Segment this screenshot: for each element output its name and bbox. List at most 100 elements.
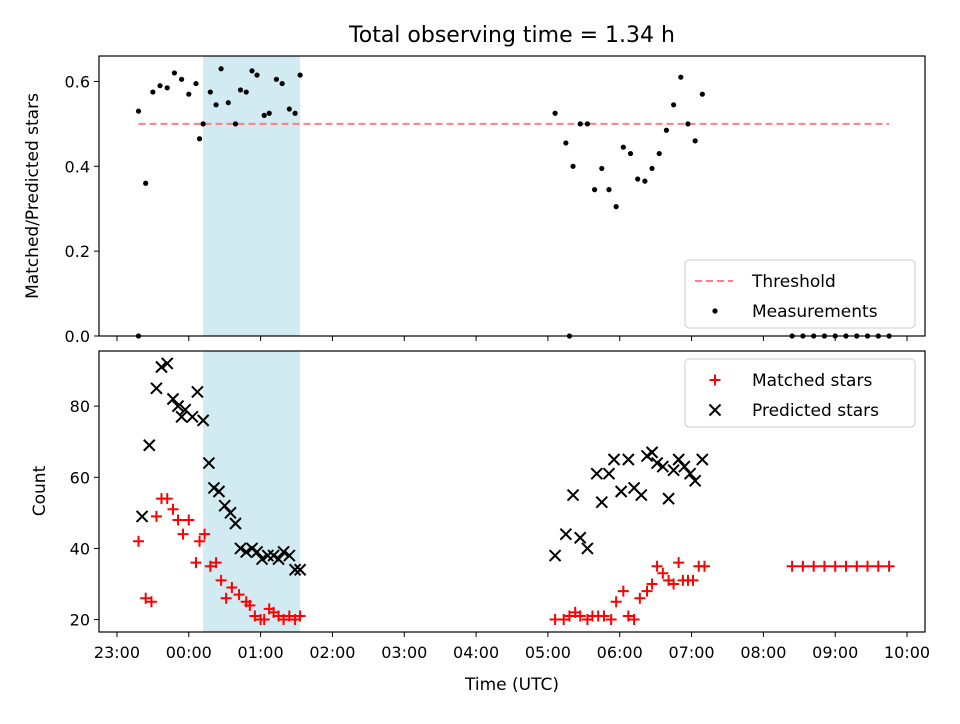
top-series0-point [671,102,677,108]
bottom-series1-point [688,474,702,488]
bottom-series0-point [145,596,157,608]
top-series0-point [570,163,576,169]
bottom-series1-point [175,410,188,424]
top-series0-point [218,66,224,72]
top-series0-point [266,110,272,116]
bottom-series0-point [283,610,295,622]
top-series0-point [157,83,163,89]
top-series0-point [150,89,156,95]
top-series0-point [273,76,280,82]
top-series0-point [196,136,203,142]
bottom-series1-point [667,463,680,477]
bottom-series1-point [622,453,635,466]
top-series0-point [649,165,655,172]
top-series0-point [237,87,244,93]
bottom-series0-point [194,535,206,547]
top-series0-point [642,178,648,184]
bottom-series1-point [602,467,616,480]
bottom-legend-marker [709,374,721,386]
bottom-series1-point [255,552,269,566]
top-series0-point [563,140,569,146]
bottom-series0-point [294,610,306,622]
bottom-series1-point [635,488,648,502]
bottom-series1-point [548,549,562,562]
bottom-series1-point [650,456,664,470]
x-axis-label: Time (UTC) [464,675,559,695]
bottom-series1-point [202,456,216,470]
bottom-x-tick-label: 23:00 [94,643,140,662]
bottom-series1-point [135,510,149,523]
bottom-series0-point [215,574,227,586]
bottom-series0-point [605,614,617,626]
bottom-x-tick-label: 00:00 [166,643,212,662]
top-series0-point [213,102,219,108]
bottom-series0-point [220,592,232,604]
bottom-x-tick-label: 06:00 [597,643,643,662]
top-series0-point [606,187,612,193]
bottom-series1-point [566,488,580,502]
bottom-series0-point [183,514,195,526]
top-series0-point [186,91,192,97]
top-series0-point [685,121,691,127]
bottom-series1-point [155,360,168,374]
bottom-series0-point [808,560,820,572]
bottom-series0-point [668,578,680,590]
bottom-x-tick-label: 03:00 [381,643,427,662]
bottom-series1-point [143,439,156,452]
bottom-series1-point [171,399,185,413]
top-series0-point [627,150,634,157]
bottom-legend-label: Matched stars [752,371,872,391]
bottom-series1-point [272,552,285,566]
bottom-series1-point [574,531,587,544]
top-series0-point [143,180,149,186]
top-series0-point [225,100,231,106]
bottom-series0-point [829,560,841,572]
top-y-tick-label: 0.0 [65,327,90,346]
bottom-series0-point [622,610,634,622]
bottom-series1-point [224,506,237,520]
bottom-series0-point [698,560,710,572]
bottom-x-tick-label: 02:00 [309,643,355,662]
top-y-axis-label: Matched/Predicted stars [23,93,43,299]
top-series0-point [552,110,558,116]
bottom-legend-box [684,358,916,428]
bottom-series1-point [277,545,290,559]
bottom-series0-point [204,560,216,572]
bottom-y-tick-label: 40 [70,539,90,558]
bottom-series0-point [651,560,663,572]
bottom-series0-point [797,560,809,572]
bottom-series0-point [851,560,863,572]
bottom-series0-point [610,596,622,608]
top-series0-point [171,70,178,76]
top-series0-point [699,91,705,97]
bottom-series1-point [250,545,264,559]
bottom-series0-point [558,614,570,626]
bottom-series0-point [646,578,658,590]
bottom-series0-point [226,582,238,594]
bottom-x-tick-label: 07:00 [669,643,715,662]
bottom-series0-point [598,610,610,622]
top-series0-point [292,110,298,116]
bottom-series1-point [656,460,670,473]
bottom-x-tick-label: 09:00 [812,643,858,662]
top-series0-point [261,112,267,118]
top-legend-label: Measurements [752,302,878,322]
bottom-series0-point [872,560,884,572]
top-series0-point [243,89,249,95]
bottom-series0-point [786,560,798,572]
bottom-series0-point [140,592,152,604]
top-series0-point [193,80,199,87]
bottom-x-tick-label: 04:00 [453,643,499,662]
top-series0-point [135,108,142,114]
top-series0-point [599,165,605,172]
bottom-series0-point [278,614,290,626]
bottom-series0-point [177,528,189,540]
bottom-series0-point [641,585,653,597]
top-series0-point [279,80,285,87]
bottom-y-tick-label: 60 [70,468,90,487]
bottom-axes-frame [98,350,926,633]
bottom-series0-point [657,567,669,579]
bottom-legend-label: Predicted stars [752,401,879,421]
bottom-series0-point [150,510,162,522]
